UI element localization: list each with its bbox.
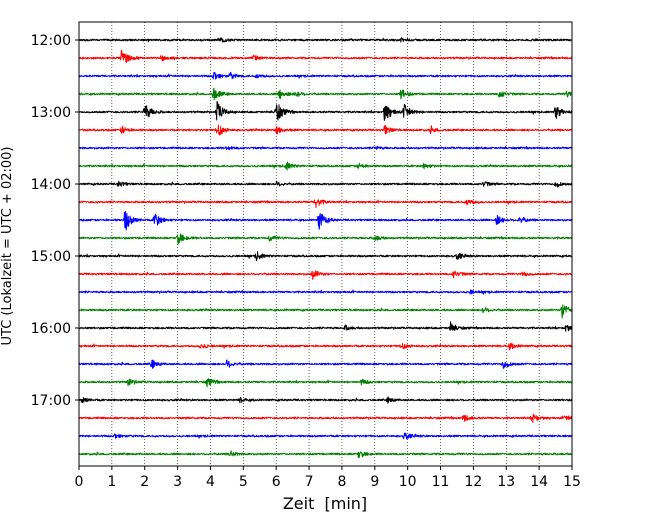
x-tick-label: 3 [173,474,182,490]
trace-1415 [78,199,573,209]
x-tick-label: 8 [337,474,346,490]
y-axis: 12:00 13:00 14:00 15:00 16:00 17:00 [31,33,79,409]
trace-1400 [78,180,573,188]
trace-1300 [78,101,573,121]
x-tick-label: 7 [305,474,314,490]
trace-1545 [78,304,573,319]
trace-1445 [78,233,573,245]
x-axis-title: Zeit [min] [283,494,367,513]
x-tick-label: 0 [75,474,84,490]
trace-1530 [78,289,573,295]
x-tick-label: 9 [370,474,379,490]
y-tick-label: 12:00 [31,33,71,49]
trace-1715 [78,413,573,424]
x-axis: 0 1 2 3 4 5 6 7 8 9 10 11 12 13 14 15 [75,466,581,490]
trace-1600 [78,321,573,332]
trace-1315 [78,124,573,136]
y-tick-label: 14:00 [31,177,71,193]
y-axis-title: UTC (Lokalzeit = UTC + 02:00) [0,147,15,346]
x-tick-label: 14 [530,474,548,490]
plot-frame [78,21,573,467]
seismogram-traces [78,37,573,459]
trace-1430 [78,210,573,231]
trace-1345 [78,161,573,171]
minute-grid [111,22,540,466]
trace-1330 [78,145,573,151]
trace-1745 [78,450,573,459]
trace-1700 [78,396,573,404]
trace-1200 [78,37,573,43]
x-tick-label: 2 [140,474,149,490]
x-tick-label: 1 [107,474,116,490]
trace-1730 [78,432,573,440]
x-tick-label: 6 [272,474,281,490]
x-tick-label: 13 [497,474,515,490]
trace-1645 [78,378,573,388]
x-tick-label: 10 [399,474,417,490]
x-tick-label: 5 [239,474,248,490]
y-tick-label: 15:00 [31,249,71,265]
trace-1215 [78,49,573,63]
x-tick-label: 11 [432,474,450,490]
trace-1245 [78,87,573,101]
y-tick-label: 16:00 [31,321,71,337]
x-tick-label: 15 [563,474,581,490]
trace-1230 [78,71,573,80]
trace-1515 [78,270,573,280]
trace-1615 [78,342,573,351]
x-tick-label: 12 [464,474,482,490]
y-tick-label: 13:00 [31,105,71,121]
trace-1500 [78,251,573,262]
x-tick-label: 4 [206,474,215,490]
y-tick-label: 17:00 [31,393,71,409]
trace-1630 [78,359,573,369]
